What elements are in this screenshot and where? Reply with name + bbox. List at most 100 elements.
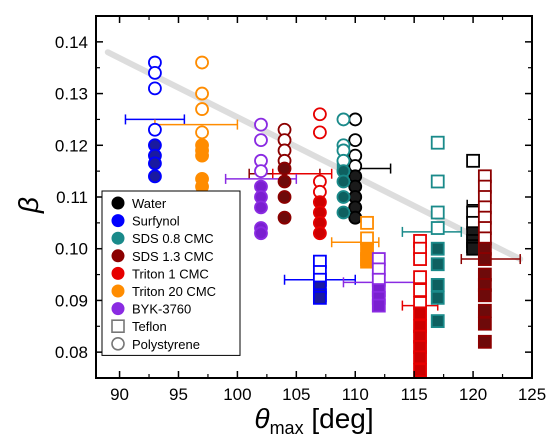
data-point-circle (312, 107, 327, 122)
legend-label: Triton 20 CMC (132, 284, 216, 299)
data-point-circle (254, 117, 268, 132)
data-point-square (360, 215, 374, 230)
data-point-circle (148, 65, 162, 80)
x-tick-label: 110 (342, 385, 369, 404)
data-point-circle (254, 133, 268, 148)
data-point-circle (195, 148, 209, 163)
legend-label: SDS 1.3 CMC (132, 249, 214, 264)
data-point-square (430, 221, 445, 235)
data-point-square (413, 363, 427, 378)
legend-marker (111, 319, 125, 334)
data-point-circle (348, 112, 363, 127)
data-point-square (477, 316, 492, 331)
data-point-square (430, 241, 445, 256)
data-point-square (477, 288, 492, 303)
data-point-square (312, 290, 327, 305)
x-tick-label: 105 (282, 385, 310, 404)
legend-marker (111, 336, 125, 351)
data-point-circle (195, 86, 209, 101)
legend-marker (111, 266, 125, 280)
legend-label: Water (132, 196, 167, 211)
x-tick-label: 125 (518, 385, 546, 404)
legend-box (101, 190, 241, 356)
data-point-square (413, 283, 427, 297)
data-point-circle (254, 226, 268, 241)
legend-marker (111, 196, 125, 210)
y-tick-label: 0.13 (55, 85, 88, 104)
legend-marker (111, 284, 125, 298)
x-axis-label-unit: [deg] (304, 403, 374, 434)
data-point-circle (277, 190, 292, 204)
y-tick-label: 0.10 (55, 240, 88, 259)
data-point-circle (336, 174, 351, 189)
data-point-circle (336, 112, 351, 127)
data-point-square (413, 306, 427, 321)
data-point-square (413, 350, 427, 365)
trend-line-segment (104, 49, 524, 263)
data-point-square (477, 334, 492, 349)
data-point-square (430, 174, 445, 189)
data-point-circle (148, 122, 162, 137)
axis-ticks: 90 95 100 105 110 115 120 125 0.08 0.09 0.10 0.11 0.… (55, 16, 546, 404)
x-axis-label-symbol: θ (254, 403, 269, 434)
legend-label: Surfynol (132, 214, 180, 229)
legend-label: Teflon (132, 319, 167, 334)
data-point-circle (195, 55, 209, 70)
data-point-circle (277, 210, 292, 225)
x-tick-label: 115 (401, 385, 428, 404)
data-point-square (371, 298, 386, 313)
legend-marker (111, 231, 125, 245)
data-point-circle (312, 226, 327, 241)
legend: Water Surfynol SDS 0.8 CMC SDS 1.3 CMC Trito… (101, 190, 241, 356)
data-point-square (413, 252, 427, 266)
data-point-circle (312, 125, 327, 140)
data-point-circle (254, 164, 268, 179)
x-tick-label: 100 (223, 385, 251, 404)
y-axis-label: β (13, 197, 44, 214)
data-points (148, 55, 492, 378)
data-point-square (430, 278, 445, 292)
data-point-circle (277, 174, 292, 189)
trend-line (104, 49, 524, 263)
data-point-square (477, 252, 492, 266)
data-point-square (430, 314, 445, 329)
data-point-square (430, 205, 445, 220)
x-tick-label: 95 (169, 385, 188, 404)
data-point-square (430, 257, 445, 272)
data-point-circle (148, 169, 162, 184)
data-point-square (466, 153, 480, 168)
data-point-square (477, 303, 492, 318)
y-tick-label: 0.12 (55, 136, 88, 155)
data-point-circle (195, 102, 209, 116)
legend-marker (111, 302, 125, 316)
data-point-circle (148, 156, 162, 171)
data-point-circle (336, 205, 351, 220)
legend-label: Polystyrene (132, 337, 200, 352)
x-axis-label: θmax [deg] (254, 403, 373, 435)
legend-label: BYK-3760 (132, 302, 191, 317)
data-point-square (413, 270, 427, 285)
x-axis-label-subscript: max (270, 418, 304, 435)
y-tick-label: 0.14 (55, 33, 88, 52)
legend-label: SDS 0.8 CMC (132, 231, 214, 246)
x-tick-label: 120 (459, 385, 487, 404)
y-tick-label: 0.11 (56, 188, 88, 207)
data-point-circle (336, 190, 351, 204)
legend-label: Triton 1 CMC (132, 266, 209, 281)
data-point-square (360, 254, 374, 269)
data-point-circle (195, 125, 209, 140)
data-point-circle (148, 81, 162, 96)
data-point-square (466, 241, 480, 256)
legend-marker (111, 214, 125, 228)
data-point-circle (348, 210, 363, 225)
data-point-square (430, 290, 445, 305)
data-point-square (430, 135, 445, 150)
data-point-circle (348, 133, 363, 148)
y-tick-label: 0.09 (55, 291, 88, 310)
data-point-circle (277, 161, 292, 176)
legend-marker (111, 249, 125, 263)
data-point-circle (254, 200, 268, 215)
x-tick-label: 90 (110, 385, 129, 404)
y-tick-label: 0.08 (55, 343, 88, 362)
